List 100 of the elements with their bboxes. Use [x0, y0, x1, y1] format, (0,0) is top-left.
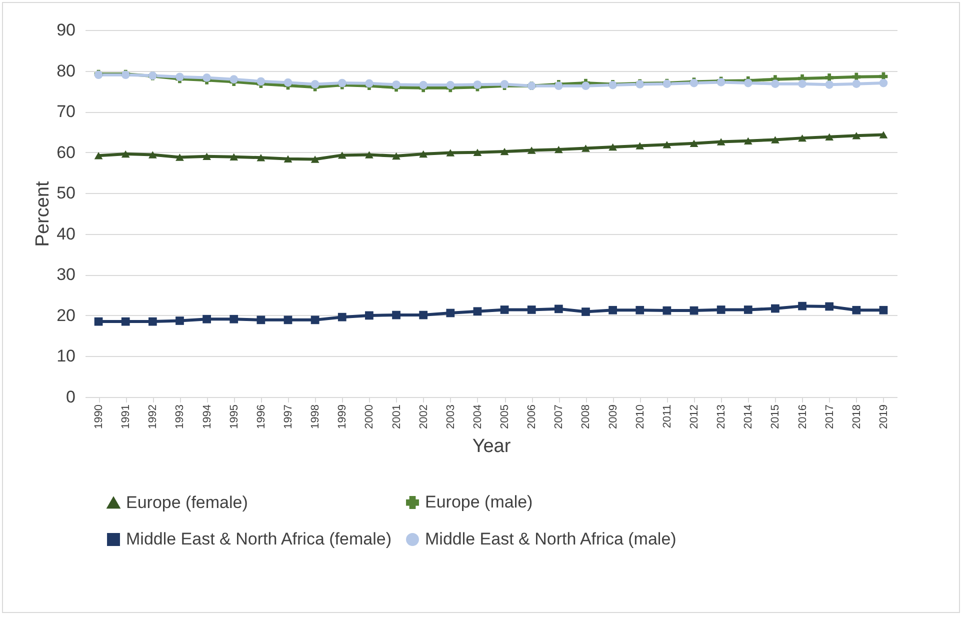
point: [608, 306, 617, 314]
y-tick-label: 10: [56, 346, 76, 366]
point: [636, 306, 644, 314]
legend-label: Europe (male): [425, 492, 533, 512]
x-tick-label: 2000: [364, 404, 376, 429]
point: [176, 154, 184, 161]
point: [608, 143, 617, 151]
x-tick-label: 2011: [661, 404, 674, 428]
point: [392, 152, 400, 160]
point: [392, 80, 400, 89]
x-tick-label: 2016: [796, 404, 809, 429]
y-tick-label: 80: [56, 61, 76, 80]
point: [284, 155, 292, 162]
point: [446, 80, 455, 90]
point: [284, 78, 292, 87]
y-tick-label: 30: [56, 265, 76, 284]
x-tick-label: 2004: [472, 404, 484, 429]
point: [148, 317, 157, 326]
point: [879, 306, 888, 314]
point: [256, 316, 266, 324]
point: [662, 306, 672, 315]
point: [744, 306, 752, 314]
x-tick-label: 2005: [499, 404, 512, 429]
point: [202, 74, 211, 82]
point: [527, 306, 536, 314]
point: [148, 151, 157, 158]
point: [582, 308, 590, 316]
point: [176, 316, 184, 325]
point: [365, 151, 374, 158]
point: [310, 316, 320, 324]
point: [446, 308, 455, 318]
x-tick-label: 2001: [390, 404, 403, 429]
x-tick-label: 1992: [147, 404, 160, 429]
x-tick-label: 2019: [878, 404, 890, 429]
point: [582, 82, 590, 90]
x-tick-label: 1998: [310, 404, 322, 429]
legend-label: Europe (female): [126, 492, 248, 512]
point: [879, 78, 888, 88]
point: [500, 306, 509, 314]
point: [879, 131, 888, 138]
x-tick-label: 2009: [607, 404, 620, 429]
x-tick-label: 1991: [120, 404, 132, 429]
point: [852, 306, 861, 314]
x-tick-label: 2002: [418, 404, 430, 429]
point: [527, 146, 536, 154]
point: [798, 134, 806, 142]
point: [852, 132, 861, 140]
y-tick-label: 70: [56, 102, 76, 122]
point: [310, 80, 320, 88]
point: [473, 307, 482, 316]
point: [230, 314, 238, 324]
point: [798, 302, 806, 310]
x-tick-label: 1990: [93, 404, 106, 429]
point: [771, 80, 780, 88]
point: [419, 80, 428, 90]
x-tick-label: 1994: [201, 404, 214, 429]
point: [230, 75, 238, 84]
point: [338, 152, 346, 159]
x-tick-label: 1999: [336, 404, 349, 429]
point: [716, 306, 726, 314]
point: [419, 310, 428, 320]
x-tick-label: 2008: [580, 404, 592, 429]
x-tick-label: 1993: [174, 404, 186, 429]
x-tick-label: 1995: [228, 404, 240, 429]
x-tick-label: 1997: [282, 404, 294, 429]
x-tick-label: 2015: [770, 404, 782, 429]
x-tick-label: 2006: [526, 404, 538, 429]
point: [446, 149, 455, 156]
x-tick-label: 2018: [850, 404, 863, 429]
y-tick-label: 40: [56, 224, 76, 244]
y-tick-label: 20: [56, 306, 76, 325]
x-axis-title: Year: [472, 436, 512, 457]
y-tick-label: 50: [56, 184, 76, 203]
point: [365, 79, 374, 88]
x-tick-label: 2013: [716, 404, 728, 429]
point: [554, 304, 563, 314]
point: [310, 156, 320, 163]
legend-label: Middle East & North Africa (female): [126, 530, 392, 548]
y-axis-title: Percent: [32, 180, 54, 247]
x-tick-label: 2003: [444, 404, 457, 429]
point: [662, 140, 672, 148]
point: [121, 150, 130, 158]
x-tick-label: 2014: [742, 404, 755, 429]
x-tick-label: 2017: [824, 404, 836, 429]
y-tick-label: 0: [66, 388, 76, 406]
point: [798, 80, 806, 88]
x-tick-label: 2007: [553, 404, 566, 429]
point: [202, 152, 211, 160]
point: [338, 312, 346, 322]
point: [392, 310, 400, 320]
point: [473, 80, 482, 89]
point: [582, 144, 590, 152]
point: [690, 140, 698, 147]
point: [554, 146, 563, 154]
point: [852, 80, 861, 88]
point: [419, 150, 428, 158]
point: [230, 153, 238, 160]
point: [825, 302, 834, 311]
point: [825, 133, 834, 140]
point: [256, 77, 266, 86]
